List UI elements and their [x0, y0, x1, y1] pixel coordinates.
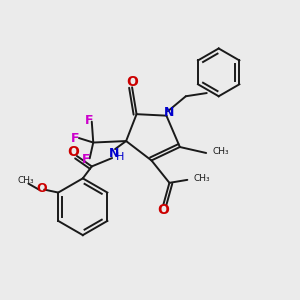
Text: O: O — [67, 146, 79, 159]
Text: O: O — [127, 75, 139, 89]
Text: CH₃: CH₃ — [17, 176, 34, 185]
Text: CH₃: CH₃ — [194, 174, 211, 183]
Text: F: F — [82, 153, 90, 166]
Text: N: N — [108, 147, 119, 160]
Text: N: N — [164, 106, 174, 118]
Text: CH₃: CH₃ — [213, 147, 229, 156]
Text: F: F — [85, 114, 93, 127]
Text: O: O — [158, 203, 169, 217]
Text: O: O — [36, 182, 46, 196]
Text: H: H — [116, 152, 124, 162]
Text: F: F — [71, 132, 80, 145]
